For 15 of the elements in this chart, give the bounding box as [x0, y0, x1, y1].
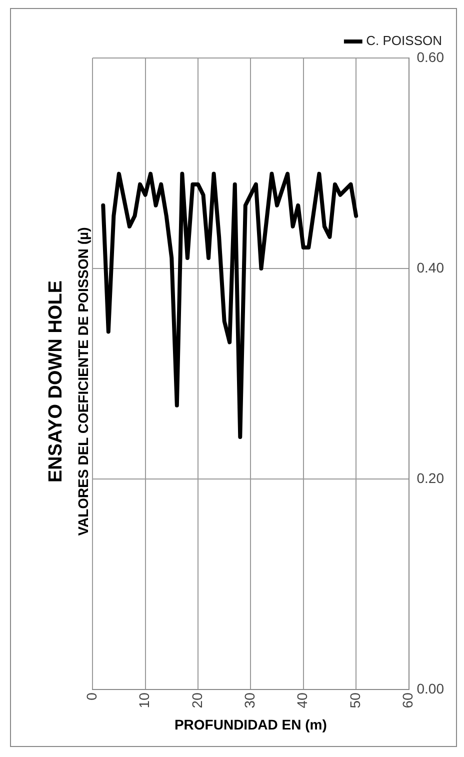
x-tick-label: 20 [188, 692, 205, 708]
x-axis-title: PROFUNDIDAD EN (m) [174, 716, 327, 732]
x-tick-label: 50 [346, 692, 363, 708]
x-tick-label: 30 [242, 692, 258, 708]
x-tick-label: 10 [136, 692, 152, 708]
y-tick-label: 0.40 [416, 259, 444, 276]
text: ENSAYO DOWN HOLE [46, 280, 67, 482]
x-tick-label: 40 [294, 692, 310, 708]
text: VALORES DEL COEFICIENTE DE POISSON (µ) [75, 227, 92, 536]
legend-label: C. POISSON [366, 33, 442, 48]
y-tick-label: 0.60 [416, 48, 444, 65]
x-tick-label: 60 [400, 692, 416, 708]
y-tick-label: 0.20 [416, 470, 444, 486]
y-tick-label: 0.00 [416, 680, 444, 696]
x-tick-label: 0 [83, 692, 100, 700]
